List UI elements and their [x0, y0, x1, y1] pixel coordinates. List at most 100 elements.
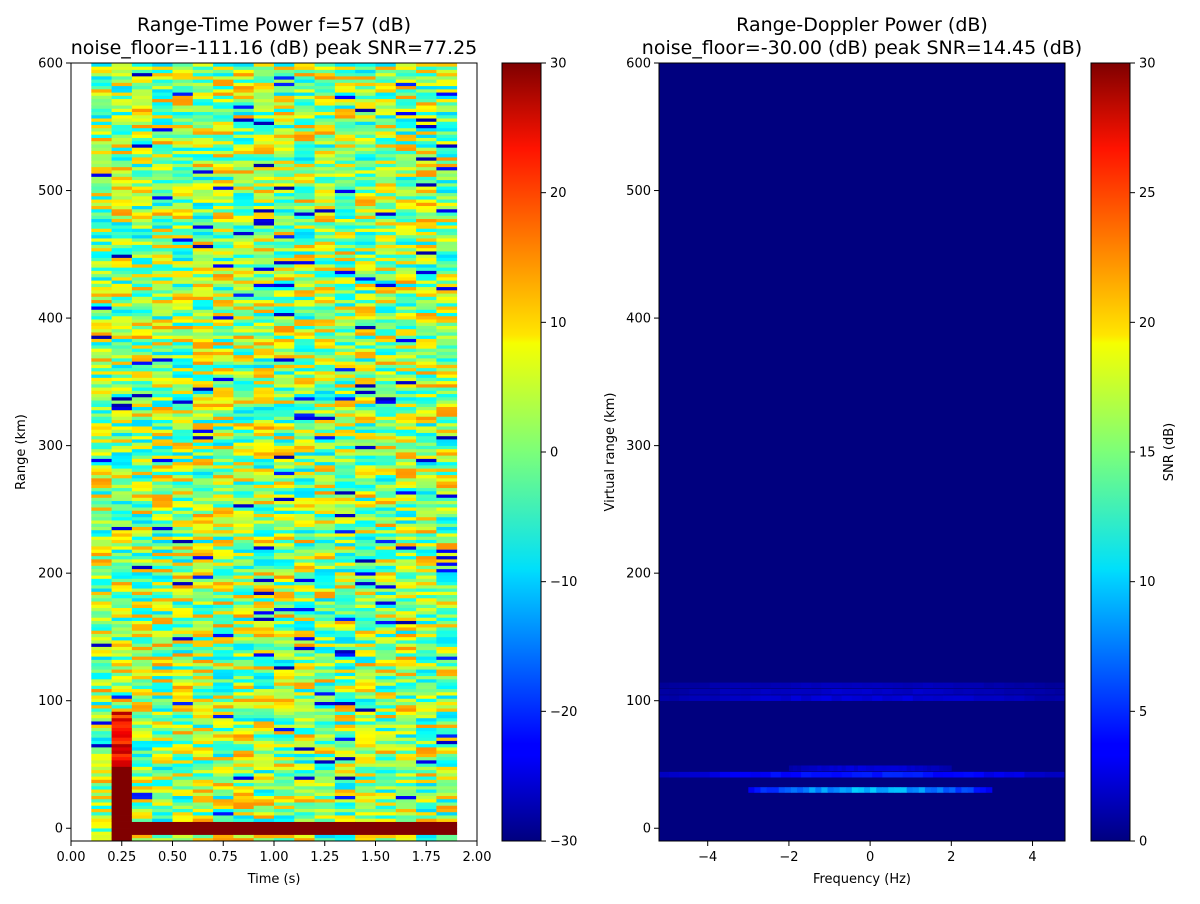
range-time-cell — [334, 640, 356, 644]
range-time-cell — [91, 558, 112, 563]
range-time-cell — [172, 429, 194, 433]
range-time-cell — [192, 452, 214, 456]
range-time-cell — [91, 393, 112, 398]
range-time-cell — [131, 166, 153, 171]
range-time-cell — [213, 798, 234, 803]
range-time-cell — [152, 523, 173, 527]
range-time-cell — [131, 529, 153, 534]
range-time-cell — [213, 533, 234, 537]
range-time-cell — [334, 322, 356, 326]
range-time-cell — [395, 98, 417, 103]
range-time-cell — [152, 231, 173, 236]
range-time-cell — [172, 380, 194, 385]
range-time-cell — [294, 72, 315, 77]
right-x-tick-label: 4 — [1028, 850, 1036, 865]
range-time-cell — [314, 166, 336, 171]
range-time-cell — [355, 818, 376, 822]
range-time-cell — [152, 257, 173, 262]
range-time-cell — [375, 429, 397, 433]
range-time-cell — [274, 474, 295, 479]
range-time-cell — [314, 685, 336, 690]
range-time-cell — [172, 273, 194, 278]
range-time-cell — [355, 513, 376, 518]
range-time-cell — [334, 426, 356, 430]
range-time-cell — [233, 500, 255, 505]
range-time-cell — [334, 484, 356, 489]
range-time-cell — [233, 377, 255, 382]
range-time-cell — [131, 474, 153, 479]
range-time-cell — [294, 536, 315, 540]
range-time-cell — [152, 711, 173, 715]
range-time-cell — [192, 558, 214, 563]
range-time-cell — [436, 348, 458, 352]
range-time-cell — [334, 623, 356, 628]
range-time-cell — [233, 636, 255, 641]
range-time-cell — [213, 571, 234, 576]
range-time-cell — [172, 173, 194, 177]
range-time-cell — [253, 503, 275, 508]
range-time-cell — [274, 481, 295, 485]
range-time-cell — [213, 743, 234, 748]
range-time-cell — [172, 682, 194, 686]
range-doppler-cell — [754, 787, 761, 793]
range-time-cell — [436, 529, 458, 534]
range-time-cell — [395, 118, 417, 122]
range-time-cell — [213, 717, 234, 722]
range-time-cell — [314, 374, 336, 378]
range-time-cell — [314, 101, 336, 106]
range-time-cell — [91, 601, 112, 605]
range-time-cell — [233, 289, 255, 294]
range-time-cell — [355, 558, 376, 563]
range-time-cell — [395, 354, 417, 359]
range-time-cell — [274, 153, 295, 158]
range-time-cell — [131, 691, 153, 696]
range-doppler-cell — [933, 688, 944, 695]
range-time-cell — [152, 332, 173, 336]
range-time-cell — [253, 348, 275, 352]
range-time-cell — [436, 759, 458, 764]
range-time-cell — [274, 746, 295, 751]
range-time-cell — [314, 474, 336, 479]
range-time-cell — [253, 452, 275, 456]
range-time-cell — [192, 805, 214, 809]
range-time-cell — [334, 228, 356, 232]
range-time-cell — [375, 351, 397, 356]
range-time-cell — [355, 484, 376, 489]
range-time-cell — [334, 140, 356, 145]
range-time-cell — [253, 199, 275, 203]
range-time-cell — [395, 228, 417, 232]
range-time-cell — [172, 289, 194, 294]
range-time-cell — [91, 127, 112, 132]
range-time-cell — [253, 101, 275, 106]
left-chart-subtitle: noise_floor=-111.16 (dB) peak SNR=77.25 — [71, 37, 478, 59]
range-time-cell — [172, 260, 194, 265]
range-time-cell — [111, 795, 133, 800]
range-time-cell — [91, 750, 112, 754]
range-time-cell — [274, 503, 295, 508]
range-time-cell — [314, 108, 336, 113]
range-time-cell — [213, 675, 234, 680]
range-time-cell — [416, 565, 437, 570]
range-time-cell — [192, 834, 214, 839]
range-time-cell — [314, 387, 336, 391]
range-time-cell — [334, 503, 356, 508]
range-time-cell — [416, 140, 437, 145]
range-time-cell — [152, 348, 173, 352]
range-time-cell — [233, 445, 255, 450]
range-time-cell — [416, 516, 437, 521]
range-time-cell — [416, 623, 437, 628]
range-time-cell — [91, 458, 112, 463]
range-time-cell — [294, 808, 315, 813]
range-time-cell — [274, 315, 295, 320]
range-time-cell — [416, 332, 437, 336]
range-time-cell — [111, 500, 133, 505]
range-time-cell — [416, 270, 437, 275]
range-time-cell — [355, 169, 376, 174]
range-time-cell — [233, 218, 255, 223]
range-time-cell — [131, 325, 153, 330]
range-time-cell — [416, 134, 437, 138]
range-time-cell — [334, 114, 356, 119]
range-time-cell — [436, 186, 458, 190]
range-time-cell — [416, 756, 437, 761]
range-time-cell — [334, 724, 356, 728]
